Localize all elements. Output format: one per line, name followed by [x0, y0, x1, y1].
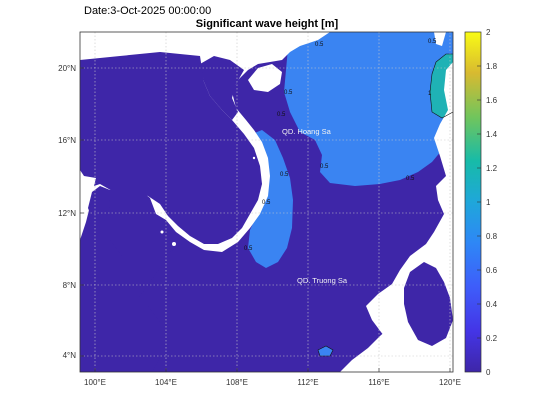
wave-region-mid-west	[248, 130, 293, 268]
label-paracel-islands: QD. Hoang Sa	[282, 127, 332, 136]
contour-line	[429, 53, 454, 119]
lat-tick-label: 8°N	[63, 281, 77, 290]
lat-tick-label: 16°N	[58, 136, 76, 145]
island	[172, 242, 176, 246]
contour-label: 1	[428, 91, 432, 97]
lat-tick-label: 12°N	[58, 209, 76, 218]
land-hainan	[248, 64, 282, 92]
colorbar-tick-label: 1.8	[486, 62, 498, 71]
island	[252, 156, 256, 160]
wave-region-small	[318, 346, 333, 356]
map-frame	[79, 31, 454, 373]
lon-tick-label: 108°E	[226, 378, 248, 387]
colorbar-tick-label: 1.4	[486, 130, 498, 139]
contour-label: 0.5	[280, 172, 289, 178]
contour-label: 0.5	[428, 39, 437, 45]
lat-tick-label: 4°N	[63, 351, 77, 360]
lon-tick-label: 120°E	[439, 378, 461, 387]
lon-tick-label: 100°E	[84, 378, 106, 387]
contour-labels: 0.5 0.5 1 0.5 0.5 0.5 0.5 0.5 0.5 0.5	[244, 39, 437, 252]
lon-tick-label: 116°E	[368, 378, 389, 387]
colorbar-tick-label: 0.2	[486, 334, 498, 343]
indochina-land	[80, 52, 262, 244]
wave-region-mid	[284, 32, 453, 186]
lon-tick-label: 104°E	[155, 378, 177, 387]
sea-sulu	[404, 262, 453, 346]
colorbar-tick-label: 2	[486, 28, 491, 37]
island	[261, 202, 265, 206]
colorbar-tick-label: 0.8	[486, 232, 498, 241]
label-spratly-islands: QD. Truong Sa	[297, 276, 348, 285]
contour-label: 0.5	[406, 176, 415, 182]
contour-label: 0.5	[284, 90, 293, 96]
contour-label: 0.5	[262, 200, 271, 206]
island	[160, 230, 164, 234]
lon-tick-label: 112°E	[297, 378, 318, 387]
longitude-labels: 100°E 104°E 108°E 112°E 116°E 120°E	[84, 378, 461, 387]
contour-line	[317, 345, 334, 357]
colorbar-tick-label: 1.2	[486, 164, 498, 173]
colorbar-tick-label: 1.6	[486, 96, 498, 105]
colorbar-ticks	[477, 65, 481, 339]
lat-tick-label: 20°N	[58, 64, 76, 73]
date-label: Date:3-Oct-2025 00:00:00	[84, 5, 211, 17]
colorbar-tick-label: 0.6	[486, 266, 498, 275]
contour-label: 0.5	[277, 112, 286, 118]
map-title: Significant wave height [m]	[196, 18, 339, 30]
colorbar-tick-label: 0.4	[486, 300, 498, 309]
colorbar-tick-label: 1	[486, 198, 491, 207]
colorbar-tick-label: 0	[486, 368, 491, 377]
axis-ticks	[80, 67, 451, 372]
latitude-labels: 4°N 8°N 12°N 16°N 20°N	[58, 64, 76, 360]
contours	[317, 53, 454, 357]
gulf-of-tonkin	[200, 56, 244, 120]
grid	[80, 32, 453, 372]
contour-label: 0.5	[320, 164, 329, 170]
map-area	[80, 32, 453, 372]
land-taiwan	[434, 32, 446, 46]
contour-label: 0.5	[244, 246, 253, 252]
malay-peninsula	[80, 190, 166, 372]
colorbar-labels: 0 0.2 0.4 0.6 0.8 1 1.2 1.4 1.6 1.8 2	[486, 28, 498, 377]
contour-label: 0.5	[315, 42, 324, 48]
